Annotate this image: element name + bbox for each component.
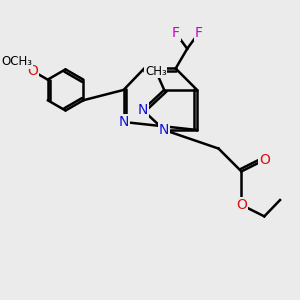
Text: F: F xyxy=(195,26,203,40)
Text: O: O xyxy=(259,153,270,167)
Text: OCH₃: OCH₃ xyxy=(2,56,32,68)
Text: N: N xyxy=(159,123,169,137)
Text: O: O xyxy=(236,198,247,212)
Text: O: O xyxy=(27,64,38,78)
Text: F: F xyxy=(172,26,180,40)
Text: N: N xyxy=(118,115,129,129)
Text: CH₃: CH₃ xyxy=(145,64,167,78)
Text: N: N xyxy=(138,103,148,117)
